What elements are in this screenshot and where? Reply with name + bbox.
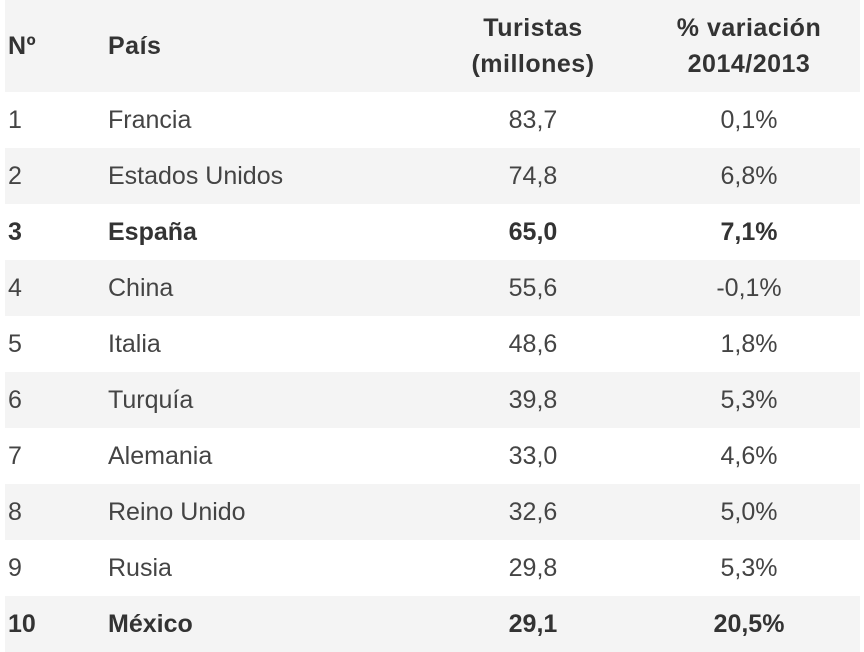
cell-rank: 10 bbox=[8, 609, 36, 638]
cell-country: Turquía bbox=[108, 385, 194, 414]
cell-country: Italia bbox=[108, 329, 161, 358]
tourism-ranking-table: Nº País Turistas (millones) % variación … bbox=[5, 0, 860, 652]
cell-variation: 4,6% bbox=[720, 441, 778, 470]
cell-rank: 6 bbox=[8, 385, 22, 414]
cell-country: Alemania bbox=[108, 441, 213, 470]
header-variation-line2: 2014/2013 bbox=[687, 50, 811, 78]
table-row: 3 España 65,0 7,1% bbox=[5, 204, 860, 260]
table-row: 8 Reino Unido 32,6 5,0% bbox=[5, 484, 860, 540]
cell-rank: 8 bbox=[8, 497, 22, 526]
header-tourists-line1: Turistas bbox=[483, 14, 583, 42]
table-row: 1 Francia 83,7 0,1% bbox=[5, 92, 860, 148]
cell-tourists: 29,8 bbox=[508, 553, 558, 582]
cell-variation: 6,8% bbox=[720, 161, 778, 190]
cell-variation: 1,8% bbox=[720, 329, 778, 358]
cell-variation: -0,1% bbox=[716, 273, 782, 302]
cell-country: España bbox=[108, 217, 197, 246]
cell-variation: 5,0% bbox=[720, 497, 778, 526]
cell-variation: 5,3% bbox=[720, 385, 778, 414]
cell-tourists: 39,8 bbox=[508, 385, 558, 414]
cell-tourists: 83,7 bbox=[508, 105, 558, 134]
cell-tourists: 74,8 bbox=[508, 161, 558, 190]
cell-tourists: 33,0 bbox=[508, 441, 558, 470]
cell-tourists: 65,0 bbox=[508, 217, 558, 246]
cell-rank: 1 bbox=[8, 105, 22, 134]
cell-country: Reino Unido bbox=[108, 497, 246, 526]
cell-rank: 7 bbox=[8, 441, 22, 470]
cell-rank: 2 bbox=[8, 161, 22, 190]
cell-rank: 9 bbox=[8, 553, 22, 582]
cell-variation: 7,1% bbox=[720, 217, 778, 246]
cell-rank: 3 bbox=[8, 217, 22, 246]
cell-variation: 5,3% bbox=[720, 553, 778, 582]
cell-rank: 4 bbox=[8, 273, 22, 302]
header-tourists-line2: (millones) bbox=[471, 50, 595, 78]
table-row: 4 China 55,6 -0,1% bbox=[5, 260, 860, 316]
header-variation: % variación 2014/2013 bbox=[638, 10, 860, 82]
cell-tourists: 32,6 bbox=[508, 497, 558, 526]
cell-variation: 20,5% bbox=[713, 609, 785, 638]
cell-country: México bbox=[108, 609, 193, 638]
cell-country: Francia bbox=[108, 105, 192, 134]
cell-tourists: 29,1 bbox=[508, 609, 558, 638]
header-variation-line1: % variación bbox=[676, 14, 822, 42]
table-header: Nº País Turistas (millones) % variación … bbox=[5, 0, 860, 92]
cell-tourists: 48,6 bbox=[508, 329, 558, 358]
cell-country: Rusia bbox=[108, 553, 172, 582]
cell-variation: 0,1% bbox=[720, 105, 778, 134]
cell-rank: 5 bbox=[8, 329, 22, 358]
table-row: 10 México 29,1 20,5% bbox=[5, 596, 860, 652]
table-row: 9 Rusia 29,8 5,3% bbox=[5, 540, 860, 596]
table-row: 7 Alemania 33,0 4,6% bbox=[5, 428, 860, 484]
table-row: 6 Turquía 39,8 5,3% bbox=[5, 372, 860, 428]
header-rank: Nº bbox=[8, 32, 37, 60]
table-row: 5 Italia 48,6 1,8% bbox=[5, 316, 860, 372]
cell-country: Estados Unidos bbox=[108, 161, 284, 190]
header-country: País bbox=[108, 32, 162, 60]
table-row: 2 Estados Unidos 74,8 6,8% bbox=[5, 148, 860, 204]
cell-tourists: 55,6 bbox=[508, 273, 558, 302]
cell-country: China bbox=[108, 273, 174, 302]
header-tourists: Turistas (millones) bbox=[428, 10, 638, 82]
table-body: 1 Francia 83,7 0,1% 2 Estados Unidos 74,8 6,8% 3… bbox=[5, 92, 860, 652]
